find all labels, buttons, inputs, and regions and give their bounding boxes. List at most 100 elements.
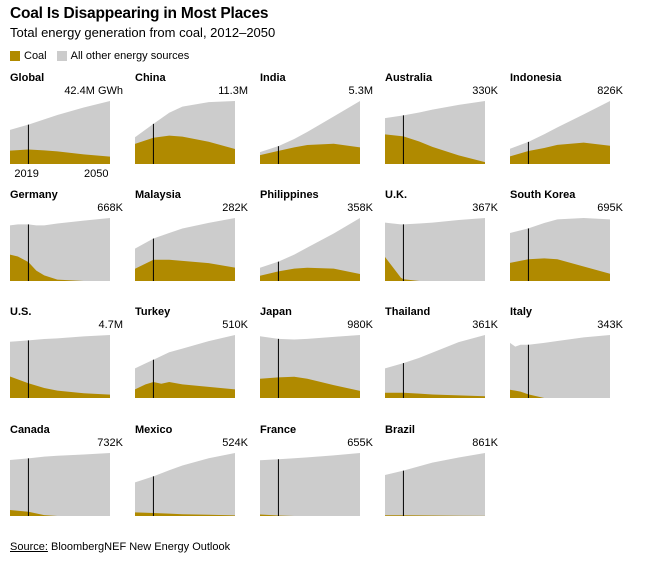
panel-name: Australia: [385, 72, 433, 84]
panel-philippines: Philippines 358K: [260, 189, 375, 299]
panel-name: India: [260, 72, 286, 84]
area-coal: [10, 376, 110, 398]
panel-total-label: 668K: [97, 202, 123, 214]
panel-france: France 655K: [260, 424, 375, 534]
area-coal: [135, 381, 235, 398]
area-coal: [135, 259, 235, 281]
panel-chart: [510, 335, 610, 398]
chart-title: Coal Is Disappearing in Most Places: [10, 5, 269, 22]
panel-name: U.S.: [10, 306, 32, 318]
panel-chart: [135, 218, 235, 281]
panel-total-label: 524K: [222, 437, 248, 449]
panel-name: Germany: [10, 189, 58, 201]
panel-mexico: Mexico 524K: [135, 424, 250, 534]
source-label: Source:: [10, 541, 48, 553]
panel-chart: [260, 335, 360, 398]
panel-china: China 11.3M: [135, 72, 250, 182]
panel-name: Italy: [510, 306, 533, 318]
panel-australia: Australia 330K: [385, 72, 500, 182]
panel-total-label: 4.7M: [98, 319, 123, 331]
area-all-other-sources: [260, 218, 360, 281]
panel-chart: [260, 101, 360, 164]
area-all-other-sources: [10, 218, 110, 281]
panel-chart: [260, 218, 360, 281]
area-coal: [510, 258, 610, 281]
panel-u-k: U.K. 367K: [385, 189, 500, 299]
panel-canada: Canada 732K: [10, 424, 125, 534]
panel-chart: [385, 101, 485, 164]
area-coal: [10, 149, 110, 164]
area-all-other-sources: [385, 218, 485, 281]
area-coal: [260, 376, 360, 398]
area-coal: [260, 267, 360, 281]
area-coal: [135, 512, 235, 516]
source-text: BloombergNEF New Energy Outlook: [50, 541, 231, 553]
chart-subtitle: Total energy generation from coal, 2012–…: [10, 25, 276, 40]
legend-swatch-other: [56, 51, 67, 61]
panel-chart: [135, 453, 235, 516]
legend-label-coal: Coal: [24, 50, 47, 62]
area-coal: [260, 143, 360, 164]
panel-name: Malaysia: [135, 189, 181, 201]
panel-name: Indonesia: [510, 72, 562, 84]
panel-chart: [10, 335, 110, 398]
panel-turkey: Turkey 510K: [135, 306, 250, 416]
area-coal: [10, 254, 110, 281]
panel-chart: [10, 453, 110, 516]
panel-chart: [10, 101, 110, 164]
panel-chart: [260, 453, 360, 516]
panel-name: U.K.: [385, 189, 407, 201]
panel-chart: [510, 101, 610, 164]
legend-swatch-coal: [10, 51, 20, 61]
panel-chart: [385, 218, 485, 281]
area-coal: [385, 515, 485, 516]
panel-u-s: U.S. 4.7M: [10, 306, 125, 416]
area-coal: [10, 509, 110, 516]
panel-name: France: [260, 424, 297, 436]
panel-name: Turkey: [135, 306, 171, 318]
panel-malaysia: Malaysia 282K: [135, 189, 250, 299]
area-all-other-sources: [10, 101, 110, 164]
area-all-other-sources: [135, 453, 235, 516]
panel-italy: Italy 343K: [510, 306, 625, 416]
panel-total-label: 11.3M: [218, 85, 248, 97]
panel-total-label: 282K: [222, 202, 248, 214]
panel-total-label: 980K: [347, 319, 373, 331]
legend-item-other: All other energy sources: [56, 50, 189, 62]
panel-name: Mexico: [135, 424, 173, 436]
area-all-other-sources: [260, 453, 360, 516]
panel-germany: Germany 668K: [10, 189, 125, 299]
panel-total-label: 695K: [597, 202, 623, 214]
panel-name: China: [135, 72, 166, 84]
area-all-other-sources: [135, 335, 235, 398]
panel-name: Brazil: [385, 424, 415, 436]
panel-thailand: Thailand 361K: [385, 306, 500, 416]
panel-total-label: 343K: [597, 319, 623, 331]
panel-south-korea: South Korea 695K: [510, 189, 625, 299]
source-note: Source: BloombergNEF New Energy Outlook: [10, 541, 230, 553]
panel-name: Philippines: [260, 189, 319, 201]
panel-total-label: 861K: [472, 437, 498, 449]
panel-chart: [10, 218, 110, 281]
panel-total-label: 358K: [347, 202, 373, 214]
panel-indonesia: Indonesia 826K: [510, 72, 625, 182]
area-all-other-sources: [385, 453, 485, 516]
area-all-other-sources: [10, 453, 110, 516]
area-all-other-sources: [385, 335, 485, 398]
panel-total-label: 826K: [597, 85, 623, 97]
panel-total-label: 732K: [97, 437, 123, 449]
panel-name: Japan: [260, 306, 292, 318]
area-all-other-sources: [510, 335, 610, 398]
x-tick-label-end: 2050: [84, 168, 109, 180]
area-coal: [385, 256, 485, 281]
panel-total-label: 655K: [347, 437, 373, 449]
panel-chart: [135, 335, 235, 398]
area-coal: [260, 514, 360, 516]
panel-india: India 5.3M: [260, 72, 375, 182]
panel-name: South Korea: [510, 189, 576, 201]
panel-total-label: 510K: [222, 319, 248, 331]
panel-total-label: 5.3M: [348, 85, 373, 97]
panel-total-label: 361K: [472, 319, 498, 331]
panel-global: Global 42.4M GWh 2019 2050: [10, 72, 125, 182]
panel-total-label: 42.4M GWh: [64, 85, 123, 97]
